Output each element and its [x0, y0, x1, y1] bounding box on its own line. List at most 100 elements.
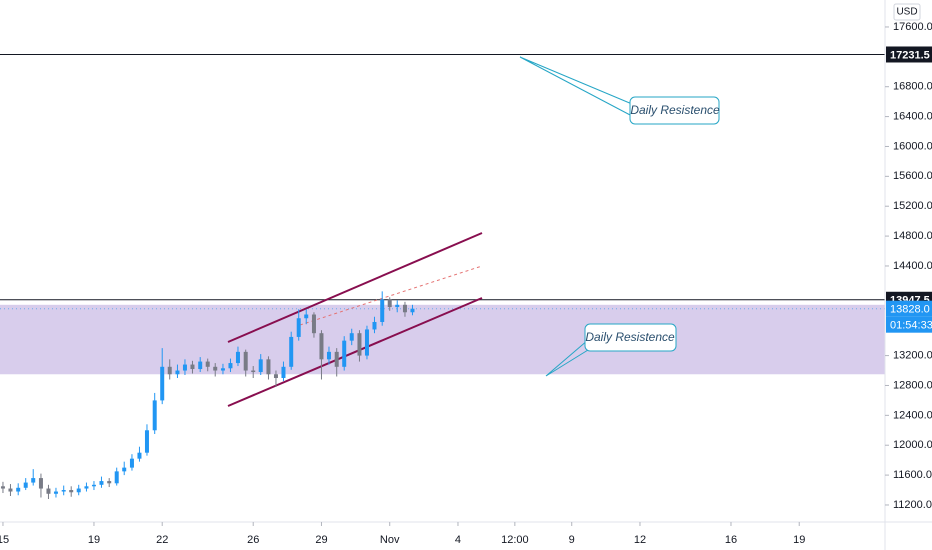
candle-body: [349, 333, 354, 341]
candle-body: [266, 359, 271, 375]
resistance-zone: [0, 304, 885, 375]
candle-body: [213, 366, 218, 371]
candle-body: [387, 299, 392, 308]
candle-body: [76, 488, 81, 493]
candle-body: [99, 481, 104, 485]
y-tick-label: 16400.0: [893, 110, 932, 122]
annotation: Daily Resistence: [630, 103, 720, 117]
x-tick-label: 4: [455, 534, 461, 546]
candle-body: [380, 299, 385, 322]
y-tick-label: 17600.0: [893, 21, 932, 33]
callout-leader: [545, 339, 589, 377]
y-tick-label: 11600.0: [893, 469, 932, 481]
candle-body: [357, 333, 362, 356]
candle-body: [304, 314, 309, 319]
x-tick-label: 16: [725, 534, 737, 546]
y-tick-label: 12800.0: [893, 379, 932, 391]
channel-mid: [299, 265, 483, 326]
zone-layer: [0, 304, 885, 375]
currency-box: [893, 3, 921, 21]
y-tick-label: 13200.0: [893, 349, 932, 361]
candle-body: [311, 314, 316, 334]
candle-body: [144, 430, 149, 453]
y-tick-label: 14800.0: [893, 230, 932, 242]
candle-body: [107, 481, 112, 484]
axis-layer: 11200.0 11600.0 12000.0 12400.0 12800.0 13200…: [0, 21, 932, 546]
candle-body: [114, 471, 119, 484]
candle-body: [23, 482, 28, 488]
currency: USD: [896, 7, 917, 18]
candle-body: [402, 304, 407, 313]
candle-body: [342, 340, 347, 367]
candle-body: [122, 467, 127, 472]
last-price-box: [886, 300, 932, 317]
y-tick-label: 14400.0: [893, 260, 932, 272]
candle-body: [334, 351, 339, 367]
candle-body: [198, 361, 203, 370]
callout-leader: [519, 56, 633, 117]
candle-body: [137, 452, 142, 459]
candle-body: [281, 366, 286, 378]
candle-body: [319, 333, 324, 360]
x-tick-label: 19: [793, 534, 805, 546]
y-tick-label: 15600.0: [893, 170, 932, 182]
candle-body: [251, 370, 256, 373]
candle-body: [243, 351, 248, 371]
callout-box: [584, 323, 677, 352]
candle-body: [69, 490, 74, 493]
candle-body: [182, 364, 187, 371]
x-tick-label: 12: [634, 534, 646, 546]
candle-body: [160, 366, 165, 401]
y-tick-label: 16000.0: [893, 140, 932, 152]
candle-body: [190, 364, 195, 370]
line-layer: [0, 53, 885, 310]
y-tick-label: 12400.0: [893, 409, 932, 421]
last-price-label: 13828.0: [890, 304, 930, 316]
y-tick-label: 12000.0: [893, 439, 932, 451]
candle-body: [235, 351, 240, 364]
candle-body: [84, 486, 89, 489]
candle-body: [38, 478, 43, 489]
price-label: 17231.5: [890, 49, 930, 61]
candle-body: [175, 370, 180, 375]
candle-body: [273, 374, 278, 378]
candle-body: [53, 491, 58, 494]
candle-layer: [0, 291, 415, 499]
y-tick-label: 11200.0: [893, 499, 932, 511]
candle-body: [410, 308, 415, 313]
x-tick-label: 12:00: [501, 534, 529, 546]
candle-body: [46, 488, 51, 494]
price-label-box: [886, 46, 932, 63]
candle-body: [31, 478, 36, 483]
x-tick-label: Nov: [380, 534, 400, 546]
channel-upper: [227, 232, 483, 343]
candle-body: [167, 366, 172, 375]
candle-body: [289, 336, 294, 367]
callout-box: [629, 96, 720, 125]
candle-body: [8, 488, 13, 492]
y-tick-label: 16800.0: [893, 81, 932, 93]
annotation: Daily Resistence: [585, 330, 675, 344]
candle-body: [258, 359, 263, 373]
candle-body: [91, 484, 96, 487]
candle-body: [220, 368, 225, 371]
candle-body: [205, 361, 210, 367]
countdown: 01:54:33: [890, 320, 932, 332]
y-tick-label: 15200.0: [893, 200, 932, 212]
candle-body: [364, 329, 369, 356]
x-tick-label: 9: [569, 534, 575, 546]
candle-body: [395, 304, 400, 308]
x-tick-label: 19: [88, 534, 100, 546]
candle-body: [61, 490, 66, 492]
candle-body: [16, 487, 21, 492]
x-tick-label: 29: [315, 534, 327, 546]
x-tick-label: 22: [156, 534, 168, 546]
channel-lower: [227, 297, 483, 407]
candle-body: [326, 351, 331, 360]
candle-body: [0, 486, 5, 489]
candle-body: [296, 318, 301, 337]
candle-body: [372, 321, 377, 330]
x-tick-label: 26: [247, 534, 259, 546]
x-tick-label: 15: [0, 534, 9, 546]
